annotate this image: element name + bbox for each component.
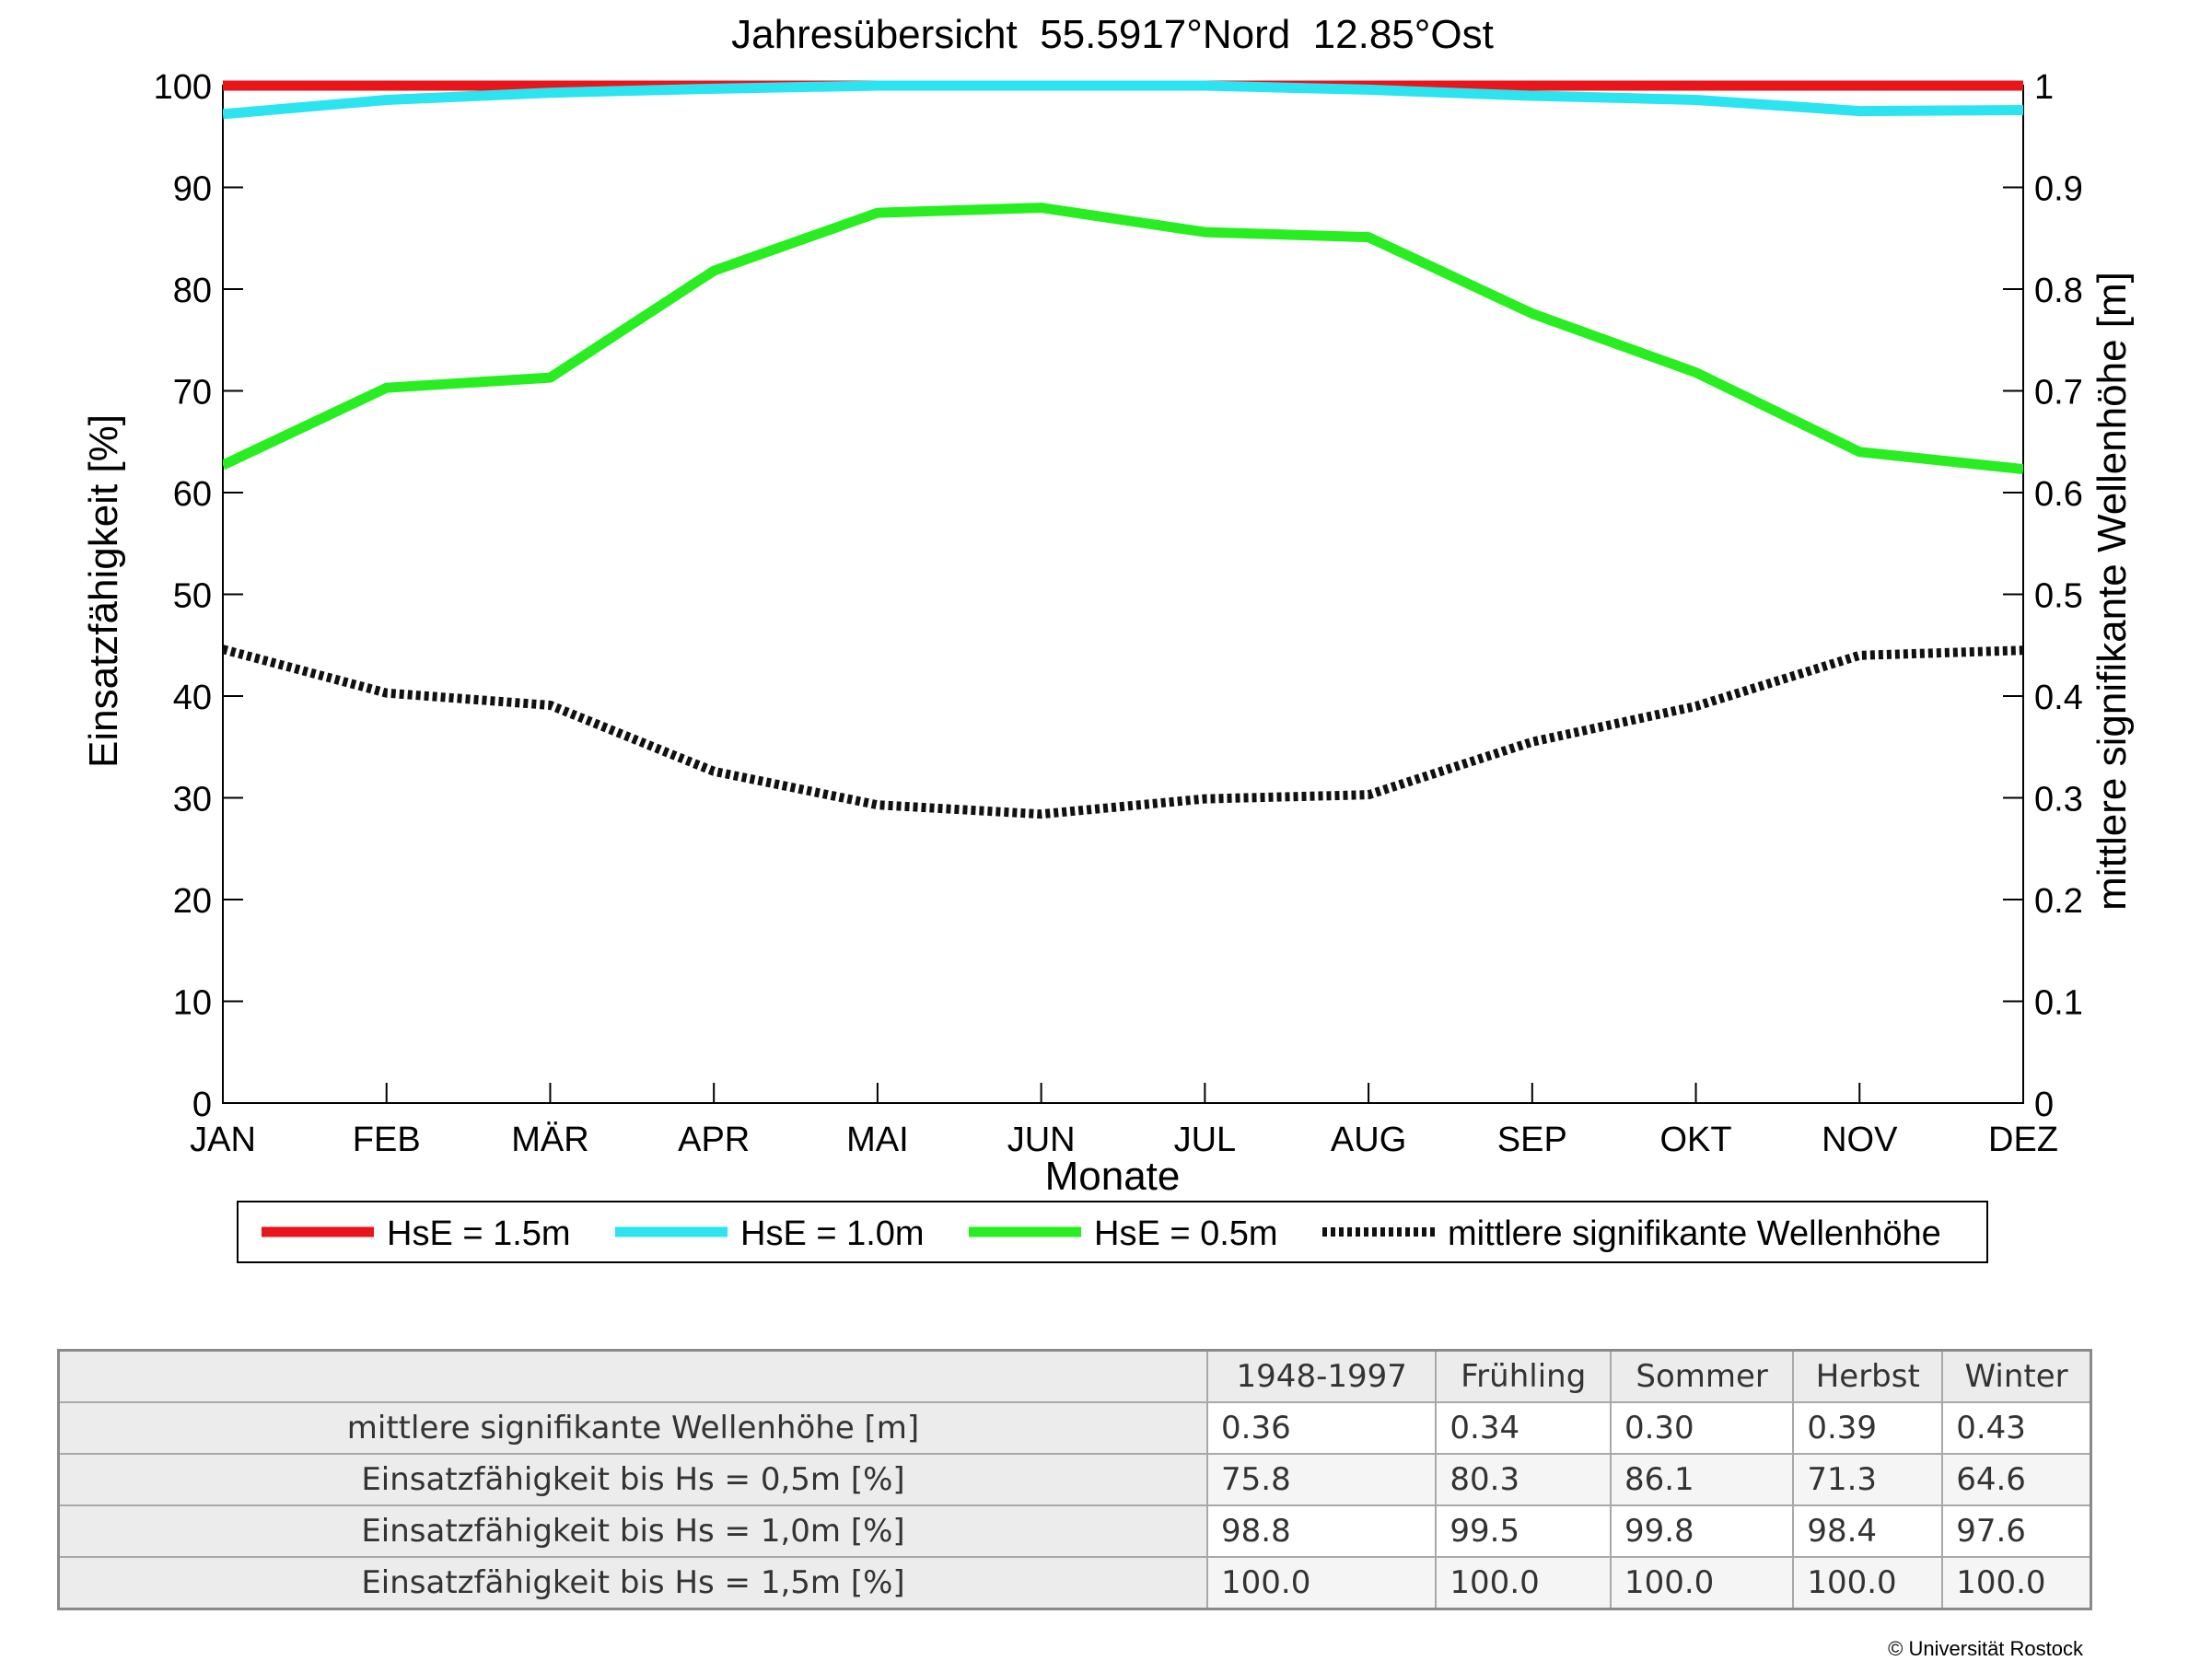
x-tick-label: JUL <box>1174 1121 1237 1159</box>
table-cell: 97.6 <box>1941 1504 2092 1558</box>
x-axis: JAN FEB MÄR APR MAI JUN JUL AUG SEP OKT NOV DEZ <box>190 1083 2058 1159</box>
x-tick-label: SEP <box>1497 1121 1567 1159</box>
series-line-3 <box>223 645 2023 819</box>
y-tick-label-right: 0.5 <box>2034 577 2083 616</box>
table-header-cell: Sommer <box>1609 1349 1795 1403</box>
table-cell: 100.0 <box>1941 1556 2092 1610</box>
table-cell: 99.8 <box>1609 1504 1795 1558</box>
y-tick-label-left: 80 <box>173 272 212 310</box>
y-tick-label-left: 10 <box>173 984 212 1023</box>
table-cell: 75.8 <box>1205 1453 1438 1506</box>
table-cell: 98.8 <box>1205 1504 1438 1558</box>
table-header-cell: Herbst <box>1792 1349 1944 1403</box>
legend: HsE = 1.5m HsE = 1.0m HsE = 0.5m mittlere s… <box>237 1201 1988 1263</box>
x-tick-label: OKT <box>1659 1121 1731 1159</box>
table-row: mittlere signifikante Wellenhöhe [m] 0.3… <box>57 1401 2092 1455</box>
y-tick-label-right: 0.4 <box>2034 679 2083 717</box>
y-tick-label-left: 30 <box>173 781 212 819</box>
table-cell: 100.0 <box>1205 1556 1438 1610</box>
y-tick-label-left: 70 <box>173 374 212 412</box>
y-tick-label-left: 0 <box>192 1086 212 1124</box>
x-tick-label: JUN <box>1007 1121 1076 1159</box>
y-axis-label-right: mittlere signifikante Wellenhöhe [m] <box>2090 272 2135 911</box>
table-cell: 86.1 <box>1609 1453 1795 1506</box>
chart: Jahresübersicht 55.5917°Nord 12.85°Ost 0… <box>81 12 2135 1263</box>
x-tick-label: MÄR <box>511 1121 588 1159</box>
y-tick-label-right: 0.1 <box>2034 984 2083 1023</box>
y-tick-label-right: 0.8 <box>2034 272 2083 310</box>
table-cell: 64.6 <box>1941 1453 2092 1506</box>
y-tick-label-right: 0.7 <box>2034 374 2083 412</box>
y-tick-label-right: 0.6 <box>2034 475 2083 514</box>
x-tick-label: AUG <box>1331 1121 1406 1159</box>
legend-label-1: HsE = 1.0m <box>740 1214 925 1253</box>
table-header-cell: 1948-1997 <box>1205 1349 1438 1403</box>
x-tick-label: DEZ <box>1988 1121 2058 1159</box>
table-cell: 100.0 <box>1792 1556 1944 1610</box>
y-tick-label-right: 0.9 <box>2034 170 2083 209</box>
table-header-cell: Winter <box>1941 1349 2092 1403</box>
table-cell: 0.43 <box>1941 1401 2092 1455</box>
legend-label-3: mittlere signifikante Wellenhöhe <box>1448 1214 1941 1253</box>
plot-frame <box>222 85 2024 1104</box>
table-corner-cell <box>57 1349 1208 1403</box>
y-axis-left: 0 10 20 30 40 50 60 70 80 90 100 <box>154 68 243 1124</box>
legend-box <box>237 1201 1988 1263</box>
y-tick-label-left: 40 <box>173 679 212 717</box>
table-row: Einsatzfähigkeit bis Hs = 1,5m [%] 100.0… <box>57 1556 2092 1610</box>
table-cell: 98.4 <box>1792 1504 1944 1558</box>
table-row-label: Einsatzfähigkeit bis Hs = 1,5m [%] <box>57 1556 1208 1610</box>
table-row: Einsatzfähigkeit bis Hs = 1,0m [%] 98.8 … <box>57 1504 2092 1558</box>
table-row-label: mittlere signifikante Wellenhöhe [m] <box>57 1401 1208 1455</box>
y-tick-label-right: 0.2 <box>2034 882 2083 921</box>
y-tick-label-left: 20 <box>173 882 212 921</box>
legend-label-0: HsE = 1.5m <box>387 1214 571 1253</box>
y-axis-right: 0 0.1 0.2 0.3 0.4 0.5 0.6 0.7 0.8 0.9 1 <box>2003 68 2083 1124</box>
table-cell: 80.3 <box>1435 1453 1612 1506</box>
legend-label-2: HsE = 0.5m <box>1094 1214 1278 1253</box>
x-tick-label: NOV <box>1822 1121 1898 1159</box>
table-cell: 71.3 <box>1792 1453 1944 1506</box>
y-tick-label-left: 50 <box>173 577 212 616</box>
y-axis-label: Einsatzfähigkeit [%] <box>81 414 126 768</box>
y-tick-label-right: 0 <box>2034 1086 2054 1124</box>
table-header-row: 1948-1997 Frühling Sommer Herbst Winter <box>57 1349 2092 1403</box>
table-cell: 0.39 <box>1792 1401 1944 1455</box>
stats-table: 1948-1997 Frühling Sommer Herbst Winter … <box>57 1349 2092 1610</box>
copyright-notice: © Universität Rostock <box>1888 1637 2083 1660</box>
series-group <box>223 80 2023 819</box>
table-cell: 0.34 <box>1435 1401 1612 1455</box>
y-tick-label-right: 0.3 <box>2034 781 2083 819</box>
table-row-label: Einsatzfähigkeit bis Hs = 0,5m [%] <box>57 1453 1208 1506</box>
x-tick-label: JAN <box>190 1121 256 1159</box>
table-cell: 0.36 <box>1205 1401 1438 1455</box>
series-line-2 <box>223 203 2023 475</box>
table-row-label: Einsatzfähigkeit bis Hs = 1,0m [%] <box>57 1504 1208 1558</box>
y-tick-label-right: 1 <box>2034 68 2054 107</box>
table-row: Einsatzfähigkeit bis Hs = 0,5m [%] 75.8 … <box>57 1453 2092 1506</box>
x-tick-label: APR <box>678 1121 750 1159</box>
series-line-1 <box>223 80 2023 120</box>
x-axis-label: Monate <box>1045 1154 1181 1199</box>
table-cell: 99.5 <box>1435 1504 1612 1558</box>
table-cell: 0.30 <box>1609 1401 1795 1455</box>
chart-title: Jahresübersicht 55.5917°Nord 12.85°Ost <box>731 12 1494 57</box>
y-tick-label-left: 100 <box>154 68 212 107</box>
y-tick-label-left: 60 <box>173 475 212 514</box>
table-cell: 100.0 <box>1609 1556 1795 1610</box>
table-header-cell: Frühling <box>1435 1349 1612 1403</box>
plot-area <box>222 85 2024 1104</box>
x-tick-label: FEB <box>353 1121 421 1159</box>
x-tick-label: MAI <box>846 1121 909 1159</box>
table-cell: 100.0 <box>1435 1556 1612 1610</box>
y-tick-label-left: 90 <box>173 170 212 209</box>
